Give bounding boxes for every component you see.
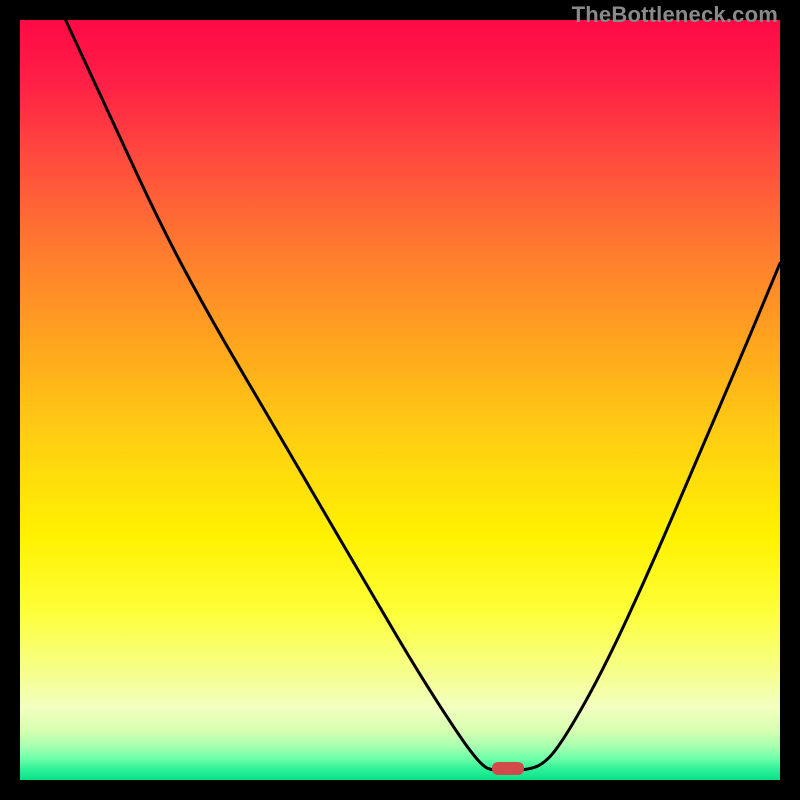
chart-frame: TheBottleneck.com [0,0,800,800]
bottleneck-curve [20,20,780,780]
plot-area [20,20,780,780]
optimum-marker [492,762,524,776]
watermark-text: TheBottleneck.com [572,2,778,28]
